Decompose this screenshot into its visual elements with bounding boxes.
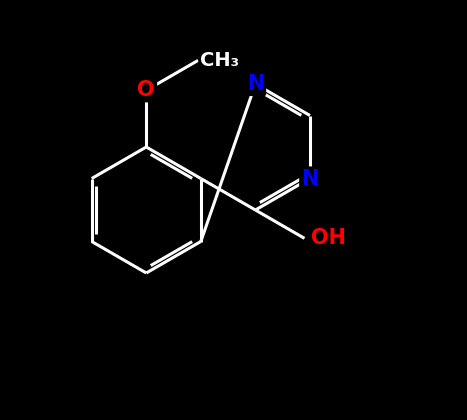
Text: OH: OH [311,228,347,248]
Text: O: O [137,80,155,100]
Text: CH₃: CH₃ [200,51,240,70]
Text: N: N [301,168,318,189]
Text: N: N [301,168,318,189]
Text: OH: OH [311,228,347,248]
Text: O: O [137,80,155,100]
Text: N: N [247,74,264,94]
Text: N: N [247,74,264,94]
Text: CH₃: CH₃ [200,51,240,70]
